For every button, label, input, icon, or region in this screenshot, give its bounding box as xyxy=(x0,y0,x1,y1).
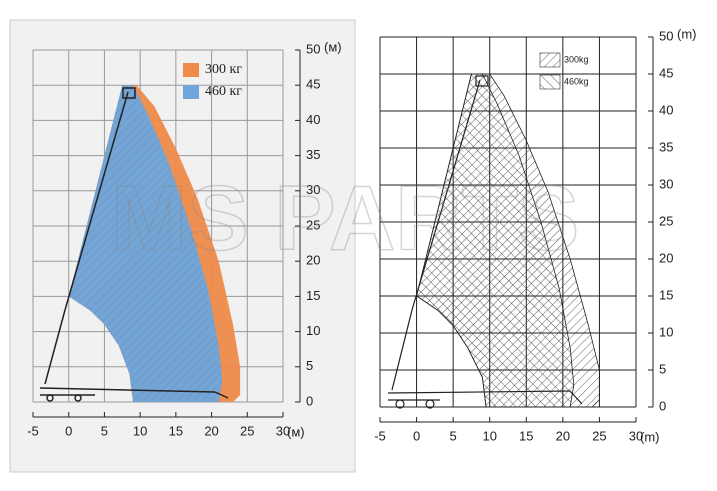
y-tick-label: 45 xyxy=(306,77,320,92)
y-tick-label: 5 xyxy=(306,358,313,373)
machine-left xyxy=(39,87,229,402)
y-tick-label: 50 xyxy=(306,41,320,56)
x-tick-label: 20 xyxy=(556,428,570,443)
y-tick-label: 45 xyxy=(659,65,673,80)
legend-swatch xyxy=(183,85,199,99)
legend-label: 460kg xyxy=(564,76,589,86)
y-tick-label: 10 xyxy=(659,324,673,339)
y-axis-label: (м) xyxy=(324,39,342,54)
y-tick-label: 10 xyxy=(306,323,320,338)
x-tick-label: 30 xyxy=(276,423,290,438)
x-tick-label: 30 xyxy=(629,428,643,443)
legend-label: 300 кг xyxy=(205,62,242,77)
x-tick-label: 10 xyxy=(482,428,496,443)
y-tick-label: 50 xyxy=(659,28,673,43)
legend-swatch xyxy=(539,52,561,68)
y-axis-label: (m) xyxy=(677,26,697,41)
y-tick-label: 20 xyxy=(659,250,673,265)
x-tick-label: 0 xyxy=(65,423,72,438)
x-tick-label: 10 xyxy=(133,423,147,438)
y-tick-label: 5 xyxy=(659,361,666,376)
x-axis-label: (m) xyxy=(640,429,660,444)
legend-label: 300kg xyxy=(564,54,589,64)
x-tick-label: 15 xyxy=(519,428,533,443)
envelope-area xyxy=(416,73,575,408)
y-tick-label: 35 xyxy=(306,147,320,162)
y-tick-label: 40 xyxy=(306,112,320,127)
y-tick-label: 30 xyxy=(306,182,320,197)
y-tick-label: 30 xyxy=(659,176,673,191)
y-tick-label: 25 xyxy=(659,213,673,228)
y-tick-label: 0 xyxy=(306,393,313,408)
x-axis-label: (м) xyxy=(287,424,305,439)
legend-label: 460 кг xyxy=(205,84,242,99)
watermark: MS PARTS xyxy=(111,167,580,269)
x-tick-label: -5 xyxy=(27,423,39,438)
legend-swatch xyxy=(539,74,561,90)
x-tick-label: -5 xyxy=(374,428,386,443)
x-tick-label: 5 xyxy=(101,423,108,438)
y-tick-label: 40 xyxy=(659,102,673,117)
y-tick-label: 25 xyxy=(306,217,320,232)
x-tick-label: 15 xyxy=(169,423,183,438)
y-tick-label: 15 xyxy=(659,287,673,302)
x-tick-label: 0 xyxy=(413,428,420,443)
y-tick-label: 15 xyxy=(306,288,320,303)
x-tick-label: 25 xyxy=(240,423,254,438)
y-tick-label: 20 xyxy=(306,253,320,268)
legend-swatch xyxy=(183,63,199,77)
x-tick-label: 25 xyxy=(592,428,606,443)
x-tick-label: 20 xyxy=(204,423,218,438)
y-tick-label: 35 xyxy=(659,139,673,154)
machine-right xyxy=(387,75,583,409)
y-tick-label: 0 xyxy=(659,398,666,413)
x-tick-label: 5 xyxy=(450,428,457,443)
